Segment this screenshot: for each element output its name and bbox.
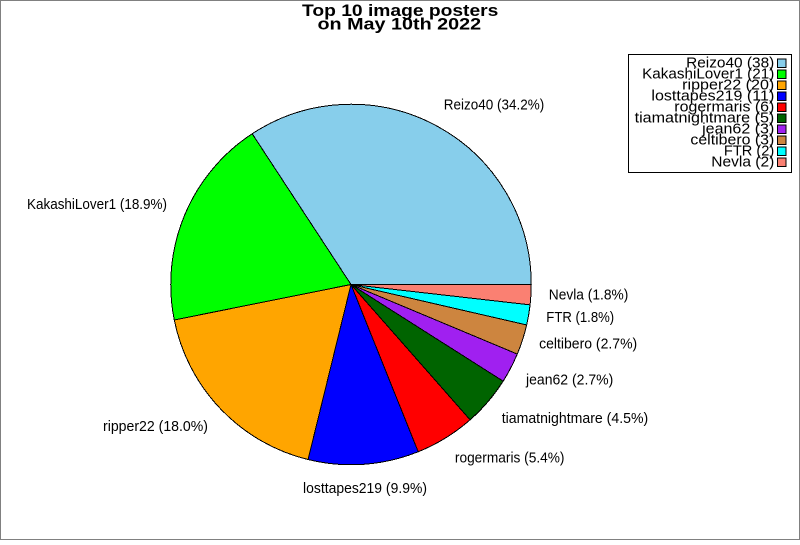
svg-text:losttapes219 (9.9%): losttapes219 (9.9%) [303,480,427,497]
svg-text:tiamatnightmare (5): tiamatnightmare (5) [635,110,775,127]
svg-text:Nevla (2): Nevla (2) [711,154,774,171]
svg-text:tiamatnightmare (4.5%): tiamatnightmare (4.5%) [502,410,649,427]
svg-text:jean62 (3): jean62 (3) [701,121,774,138]
svg-text:Reizo40 (38): Reizo40 (38) [686,55,774,72]
svg-text:KakashiLover1 (18.9%): KakashiLover1 (18.9%) [27,196,167,213]
svg-text:rogermaris (6): rogermaris (6) [674,99,774,116]
svg-text:FTR (2): FTR (2) [724,143,774,160]
svg-text:losttapes219 (11): losttapes219 (11) [651,88,774,105]
svg-text:Nevla (1.8%): Nevla (1.8%) [549,286,629,303]
svg-text:KakashiLover1 (21): KakashiLover1 (21) [642,66,774,83]
svg-text:ripper22 (20): ripper22 (20) [682,77,774,94]
svg-text:celtibero (2.7%): celtibero (2.7%) [539,335,637,352]
svg-text:Reizo40 (34.2%): Reizo40 (34.2%) [444,97,544,114]
svg-text:ripper22 (18.0%): ripper22 (18.0%) [103,418,208,435]
svg-text:Top 10 image posters: Top 10 image posters [302,1,498,20]
svg-text:on May 10th 2022: on May 10th 2022 [317,14,481,33]
svg-text:celtibero (3): celtibero (3) [690,132,774,149]
svg-text:rogermaris (5.4%): rogermaris (5.4%) [455,450,565,467]
svg-text:FTR (1.8%): FTR (1.8%) [546,309,614,326]
svg-text:jean62 (2.7%): jean62 (2.7%) [525,372,613,389]
